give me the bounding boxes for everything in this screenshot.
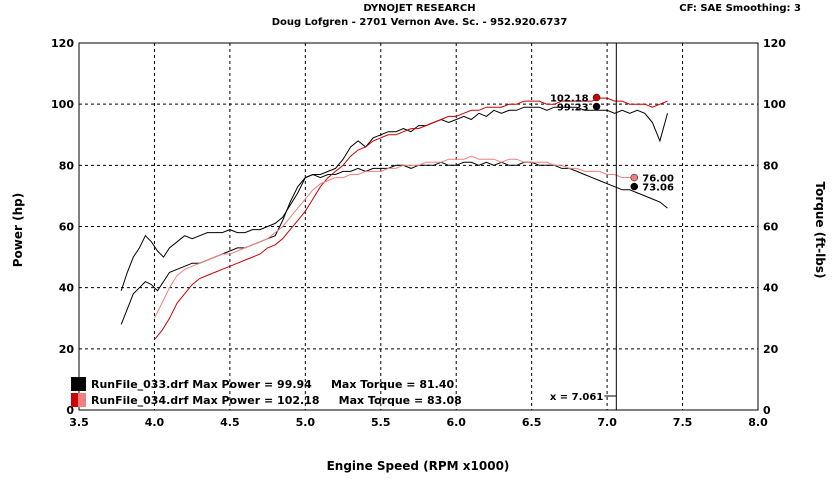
x-tick-label: 5.5 (371, 416, 391, 429)
annotation-marker (592, 93, 601, 102)
y-axis-label-right: Torque (ft-lbs) (813, 182, 827, 279)
x-tick-label: 5.0 (296, 416, 316, 429)
legend: RunFile_033.drf Max Power = 99.94 Max To… (71, 377, 462, 407)
x-tick-label: 4.5 (220, 416, 240, 429)
legend-swatch (71, 377, 78, 391)
cursor-group: x = 7.061 (550, 43, 617, 410)
y-tick-label-right: 60 (763, 221, 779, 234)
annotation-marker (630, 173, 639, 182)
y-tick-label-right: 20 (763, 343, 779, 356)
cursor-label: x = 7.061 (550, 392, 603, 403)
curve-power_034 (154, 97, 668, 341)
annotation-label: 102.18 (550, 93, 589, 104)
y-tick-label-left: 0 (66, 404, 74, 417)
x-tick-label: 6.5 (522, 416, 542, 429)
x-tick-label: 7.0 (597, 416, 617, 429)
annotation-label: 73.06 (642, 183, 674, 194)
annotation-label: 99.23 (557, 103, 589, 114)
chart-title: DYNOJET RESEARCH (363, 3, 476, 14)
settings-label: CF: SAE Smoothing: 3 (679, 3, 801, 14)
curves (120, 97, 668, 341)
y-tick-label-right: 80 (763, 159, 779, 172)
y-tick-label-left: 60 (59, 221, 75, 234)
y-tick-label-left: 40 (59, 282, 75, 295)
y-tick-label-right: 120 (763, 37, 786, 50)
legend-swatch (78, 393, 86, 407)
y-tick-label-right: 100 (763, 98, 786, 111)
annotation-marker (592, 102, 601, 111)
x-tick-label: 3.5 (69, 416, 89, 429)
y-tick-label-right: 0 (763, 404, 771, 417)
y-tick-label-left: 100 (51, 98, 74, 111)
legend-text: RunFile_034.drf Max Power = 102.18 Max T… (91, 394, 462, 407)
y-tick-label-left: 80 (59, 159, 75, 172)
annotation-label: 76.00 (642, 174, 674, 185)
annotation-marker (630, 182, 639, 191)
x-tick-label: 8.0 (748, 416, 768, 429)
y-tick-label-right: 40 (763, 282, 779, 295)
curve-torque_034 (153, 155, 638, 319)
chart-subtitle: Doug Lofgren - 2701 Vernon Ave. Sc. - 95… (271, 17, 568, 28)
x-tick-label: 7.5 (673, 416, 693, 429)
legend-swatch (78, 377, 86, 391)
legend-text: RunFile_033.drf Max Power = 99.94 Max To… (91, 378, 454, 391)
x-axis-label: Engine Speed (RPM x1000) (327, 459, 510, 473)
legend-swatch (71, 393, 78, 407)
x-tick-label: 6.0 (446, 416, 466, 429)
x-tick-label: 4.0 (145, 416, 165, 429)
y-axis-label-left: Power (hp) (11, 193, 25, 267)
y-tick-label-left: 20 (59, 343, 75, 356)
y-tick-label-left: 120 (51, 37, 74, 50)
